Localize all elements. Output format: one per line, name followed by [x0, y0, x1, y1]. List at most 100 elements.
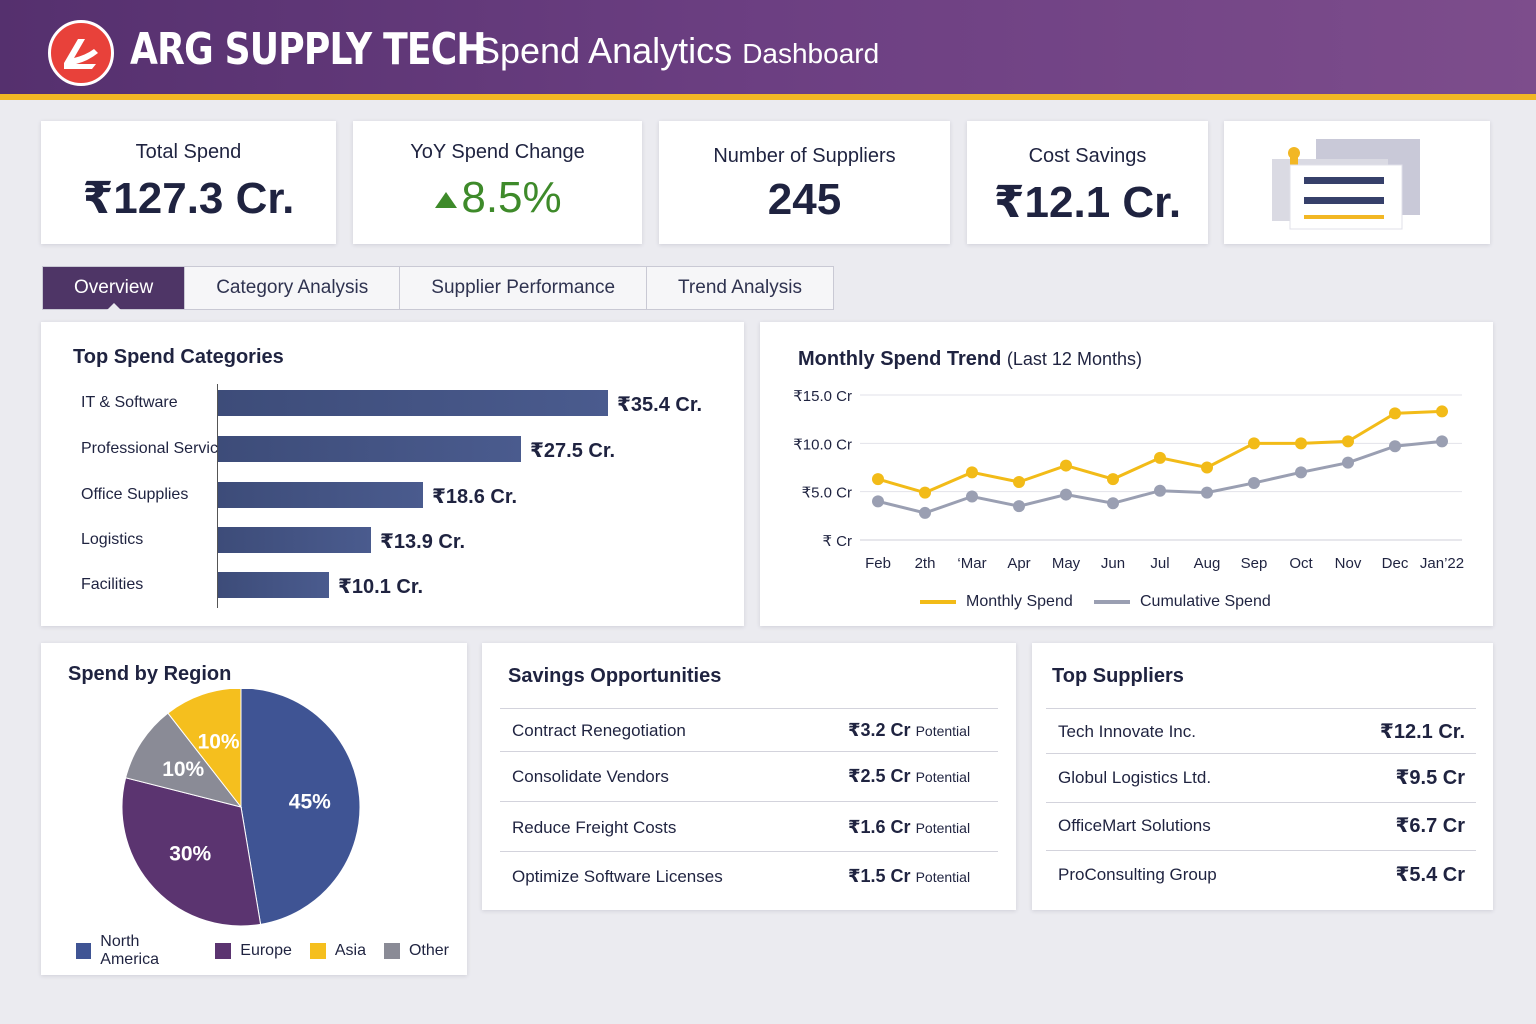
supplier-name[interactable]: ProConsulting Group: [1058, 865, 1217, 884]
data-point[interactable]: [1013, 476, 1025, 488]
category-bar[interactable]: [218, 572, 329, 598]
kpi-cost-savings[interactable]: Cost Savings ₹12.1 Cr.: [967, 121, 1208, 244]
category-value: ₹13.9 Cr.: [380, 531, 466, 553]
kpi-yoy-change[interactable]: YoY Spend Change 8.5%: [353, 121, 642, 244]
savings-item-amount: ₹2.5 Cr Potential: [848, 766, 970, 787]
x-tick-label: Aug: [1194, 555, 1221, 572]
data-point[interactable]: [966, 490, 978, 503]
arg-logo-icon[interactable]: [48, 20, 114, 86]
pie-slice[interactable]: [240, 689, 361, 925]
data-point[interactable]: [1389, 440, 1401, 453]
row-divider: [500, 801, 998, 802]
supplier-name[interactable]: Globul Logistics Ltd.: [1058, 768, 1212, 787]
legend-label: Cumulative Spend: [1140, 593, 1271, 610]
data-point[interactable]: [1154, 451, 1166, 464]
pie-chart: 45% 30% 10% 10%: [121, 689, 361, 927]
tab-supplier-performance[interactable]: Supplier Performance: [400, 267, 648, 309]
category-value: ₹18.6 Cr.: [432, 486, 518, 508]
data-point[interactable]: [1342, 456, 1354, 469]
supplier-name[interactable]: Tech Innovate Inc.: [1058, 722, 1196, 741]
category-label: Professional Services: [81, 440, 235, 457]
savings-amount-value: ₹2.5 Cr: [848, 766, 911, 786]
data-point[interactable]: [1436, 405, 1448, 418]
y-tick-label: ₹ Cr: [822, 533, 852, 550]
category-bar[interactable]: [218, 482, 423, 508]
potential-label: Potential: [915, 820, 971, 836]
potential-label: Potential: [915, 723, 971, 739]
data-point[interactable]: [872, 495, 884, 508]
data-point[interactable]: [919, 506, 931, 519]
kpi-label: YoY Spend Change: [410, 141, 585, 163]
legend-label: Europe: [240, 942, 292, 959]
legend-item: Other: [383, 933, 449, 969]
kpi-value: ₹12.1 Cr.: [993, 178, 1182, 227]
data-point[interactable]: [1013, 500, 1025, 513]
data-point[interactable]: [1107, 497, 1119, 510]
data-point[interactable]: [919, 486, 931, 499]
x-tick-label: May: [1052, 555, 1081, 572]
category-bar[interactable]: [218, 390, 608, 416]
pie-slice[interactable]: [121, 777, 262, 927]
pie-slice[interactable]: [125, 712, 243, 808]
row-divider: [1046, 802, 1476, 803]
data-point[interactable]: [1060, 459, 1072, 472]
kpi-total-spend[interactable]: Total Spend ₹127.3 Cr.: [41, 121, 336, 244]
data-point[interactable]: [1201, 486, 1213, 499]
data-point[interactable]: [1248, 476, 1260, 489]
x-tick-label: 2th: [915, 555, 936, 572]
x-tick-label: Feb: [865, 555, 891, 572]
app-header: ARG SUPPLY TECH Spend Analytics Dashboar…: [0, 0, 1536, 100]
data-point[interactable]: [1342, 435, 1354, 448]
data-point[interactable]: [872, 473, 884, 486]
data-point[interactable]: [1295, 466, 1307, 479]
data-point[interactable]: [966, 466, 978, 479]
row-divider: [1046, 850, 1476, 851]
legend-label: Asia: [334, 942, 366, 959]
savings-item-label[interactable]: Optimize Software Licenses: [512, 867, 723, 886]
data-point[interactable]: [1389, 407, 1401, 420]
slice-label: 30%: [169, 843, 211, 866]
kpi-label: Total Spend: [135, 141, 242, 163]
pie-slice[interactable]: [167, 689, 242, 809]
savings-item-label[interactable]: Contract Renegotiation: [512, 721, 686, 740]
chart-axis: [217, 384, 218, 608]
category-bar[interactable]: [218, 527, 371, 553]
kpi-suppliers[interactable]: Number of Suppliers 245: [659, 121, 950, 244]
supplier-name[interactable]: OfficeMart Solutions: [1058, 816, 1211, 835]
savings-amount-value: ₹3.2 Cr: [848, 720, 911, 740]
kpi-label: Cost Savings: [1028, 145, 1147, 167]
page-title: Spend Analytics Dashboard: [476, 30, 879, 72]
data-point[interactable]: [1295, 437, 1307, 450]
supplier-value: ₹9.5 Cr: [1395, 767, 1465, 789]
data-point[interactable]: [1154, 484, 1166, 497]
kpi-value: ₹127.3 Cr.: [82, 174, 295, 223]
triangle-up-icon: [435, 192, 458, 209]
data-point[interactable]: [1248, 437, 1260, 450]
savings-item-label[interactable]: Consolidate Vendors: [512, 767, 669, 786]
data-point[interactable]: [1107, 473, 1119, 486]
savings-amount-value: ₹1.5 Cr: [848, 866, 911, 886]
savings-item-amount: ₹3.2 Cr Potential: [848, 720, 970, 741]
data-point[interactable]: [1201, 461, 1213, 474]
dashboard-tabs: Overview Category Analysis Supplier Perf…: [42, 266, 834, 310]
category-label: IT & Software: [81, 394, 178, 411]
data-point[interactable]: [1060, 488, 1072, 501]
x-tick-label: ‘Mar: [957, 555, 986, 572]
legend-monthly-spend: Monthly Spend: [920, 593, 1073, 611]
brand-name: ARG SUPPLY TECH: [130, 24, 487, 75]
tab-category-analysis[interactable]: Category Analysis: [185, 267, 401, 309]
category-bar[interactable]: [218, 436, 521, 462]
tab-trend-analysis[interactable]: Trend Analysis: [678, 277, 802, 298]
tab-overview[interactable]: Overview: [43, 267, 186, 310]
legend-label: Monthly Spend: [966, 593, 1073, 610]
legend-swatch: [383, 943, 400, 959]
row-divider: [500, 851, 998, 852]
savings-item-label[interactable]: Reduce Freight Costs: [512, 818, 677, 837]
y-tick-label: ₹10.0 Cr: [793, 436, 852, 453]
report-card[interactable]: [1224, 121, 1490, 244]
data-point[interactable]: [1436, 435, 1448, 448]
x-tick-label: Jul: [1150, 555, 1169, 572]
x-tick-label: Oct: [1289, 555, 1313, 572]
legend-swatch: [309, 943, 326, 959]
legend-item: Europe: [215, 933, 292, 969]
